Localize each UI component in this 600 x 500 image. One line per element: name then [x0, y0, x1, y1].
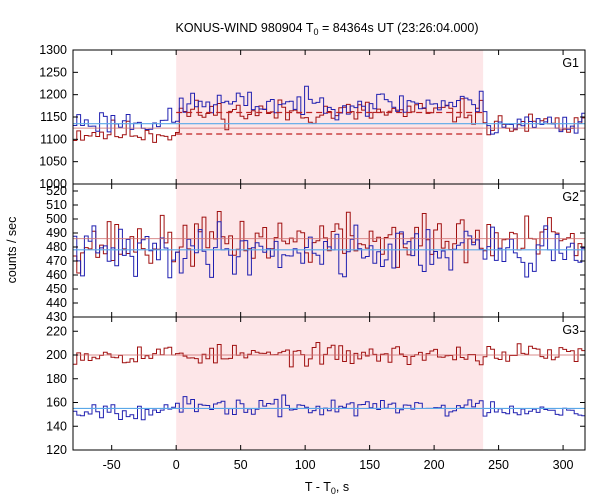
- y-axis-label: counts / sec: [5, 217, 19, 284]
- y-tick-label: 140: [46, 419, 67, 433]
- y-tick-label: 520: [46, 184, 67, 198]
- y-tick-label: 200: [46, 348, 67, 362]
- series-blue: [73, 85, 585, 135]
- y-tick-label: 430: [46, 310, 67, 324]
- y-tick-label: 1300: [39, 43, 67, 57]
- x-tick-label: 150: [359, 458, 380, 472]
- y-tick-label: 1100: [40, 132, 67, 146]
- y-tick-label: 510: [46, 198, 67, 212]
- y-tick-label: 460: [46, 268, 67, 282]
- chart-title: KONUS-WIND 980904 T0 = 84364s UT (23:26:…: [176, 21, 479, 37]
- shaded-interval: [176, 50, 484, 184]
- y-tick-label: 480: [46, 240, 67, 254]
- x-tick-label: 50: [234, 458, 248, 472]
- y-tick-label: 500: [46, 212, 67, 226]
- x-tick-label: 250: [488, 458, 509, 472]
- x-label-sub: 0: [331, 486, 336, 496]
- panel-label: G2: [562, 190, 579, 204]
- y-tick-label: 1000: [39, 177, 67, 191]
- shaded-interval: [176, 317, 484, 450]
- y-tick-label: 160: [46, 396, 67, 410]
- x-tick-label: 100: [295, 458, 316, 472]
- y-tick-label: 1250: [39, 65, 67, 79]
- panel-label: G3: [562, 323, 579, 337]
- x-label-main: T - T: [305, 480, 331, 494]
- x-axis-label: T - T0, s: [305, 480, 349, 496]
- series-blue: [73, 221, 585, 279]
- y-tick-label: 1200: [39, 88, 67, 102]
- title-rest: = 84364s UT (23:26:04.000): [319, 21, 479, 35]
- y-tick-label: 450: [46, 282, 67, 296]
- y-tick-label: 440: [46, 296, 67, 310]
- title-main: KONUS-WIND 980904 T: [176, 21, 314, 35]
- y-tick-label: 490: [46, 226, 67, 240]
- panel-g3: 120 140 160 180 200 220 G3: [46, 316, 586, 457]
- panel-frame: [72, 316, 586, 451]
- x-label-rest: , s: [336, 480, 349, 494]
- series-red: [73, 98, 585, 143]
- x-tick-label: 200: [424, 458, 445, 472]
- series-red: [73, 342, 585, 368]
- y-tick-label: 220: [46, 324, 67, 338]
- y-tick-label: 470: [46, 254, 67, 268]
- y-tick-label: 180: [46, 372, 67, 386]
- panel-g1: 1000 1050 1100 1150 1200 1250 1300 G1: [39, 43, 586, 191]
- x-tick-label: 0: [173, 458, 180, 472]
- y-tick-label: 1150: [40, 110, 67, 124]
- title-sub: 0: [314, 27, 319, 37]
- panel-label: G1: [562, 56, 579, 70]
- panels: 1000105011001150120012501300G14304404504…: [39, 43, 586, 472]
- x-tick-label: -50: [103, 458, 121, 472]
- y-tick-label: 1050: [39, 155, 67, 169]
- y-tick-label: 120: [46, 443, 67, 457]
- x-tick-label: 300: [553, 458, 574, 472]
